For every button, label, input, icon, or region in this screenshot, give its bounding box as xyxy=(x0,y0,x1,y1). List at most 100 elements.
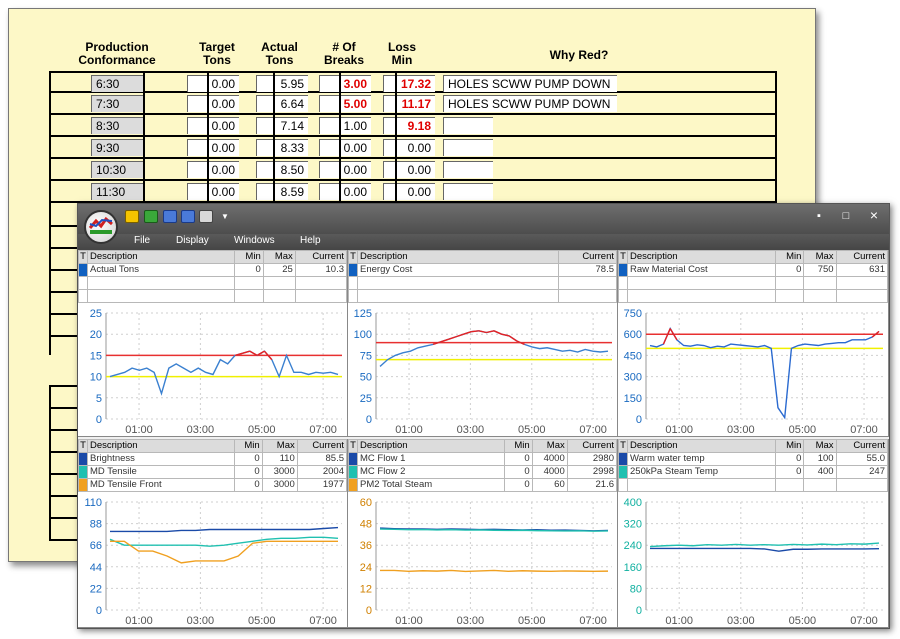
column-header-current[interactable]: Current xyxy=(294,250,348,264)
header-target: Target Tons xyxy=(199,40,235,67)
tag-color-swatch xyxy=(618,276,628,290)
tag-row[interactable] xyxy=(348,276,617,290)
trend-chart[interactable]: 400 320 240 160 80 0 01:00 03:00 05:00 07:00 xyxy=(618,496,888,628)
y-tick-label: 150 xyxy=(624,393,642,405)
trend-chart[interactable]: 60 48 36 24 12 0 01:00 03:00 05:00 07:00 xyxy=(348,496,617,628)
tag-row[interactable] xyxy=(348,289,617,303)
tag-current-cell: 10.3 xyxy=(294,263,348,277)
tag-min-cell xyxy=(774,478,805,492)
open-icon[interactable] xyxy=(125,210,139,223)
tag-row[interactable]: Brightness 0 110 85.5 xyxy=(78,452,348,466)
sheet-column-divider xyxy=(339,71,341,203)
tag-current-cell xyxy=(835,478,889,492)
target-cell: 0.00 xyxy=(187,117,239,134)
column-header-t[interactable]: T xyxy=(348,439,358,453)
tag-row[interactable]: MD Tensile 0 3000 2004 xyxy=(78,465,348,479)
y-tick-label: 0 xyxy=(96,605,102,617)
tag-row[interactable]: MD Tensile Front 0 3000 1977 xyxy=(78,478,348,492)
sheet-row: 7:30 0.00 6.64 5.00 11.17 HOLES SCWW PUMP DOW… xyxy=(49,93,777,115)
column-header-desc[interactable]: Description xyxy=(627,439,776,453)
tag-row[interactable]: 250kPa Steam Temp 0 400 247 xyxy=(618,465,889,479)
x-tick-label: 03:00 xyxy=(187,615,215,627)
tag-row[interactable] xyxy=(618,289,889,303)
sheet-column-divider xyxy=(207,71,209,203)
tag-current-cell: 2004 xyxy=(296,465,348,479)
trend-chart[interactable]: 125 100 75 50 25 0 01:00 03:00 05:00 07:00 xyxy=(348,307,617,437)
menu-display[interactable]: Display xyxy=(176,235,209,246)
column-header-desc[interactable]: Description xyxy=(627,250,776,264)
sheet-grid-line xyxy=(49,473,79,475)
x-tick-label: 03:00 xyxy=(457,424,485,436)
save-icon[interactable] xyxy=(163,210,177,223)
column-header-max[interactable]: Max xyxy=(262,250,296,264)
tag-row[interactable] xyxy=(78,289,348,303)
column-header-desc[interactable]: Description xyxy=(357,250,559,264)
save-as-icon[interactable] xyxy=(181,210,195,223)
breaks-cell: 0.00 xyxy=(319,161,371,178)
x-tick-label: 03:00 xyxy=(457,615,485,627)
column-header-max[interactable]: Max xyxy=(261,439,298,453)
column-header-desc[interactable]: Description xyxy=(86,439,236,453)
trend-chart[interactable]: 110 88 66 44 22 0 01:00 03:00 05:00 07:00 xyxy=(78,496,347,628)
add-icon[interactable] xyxy=(144,210,158,223)
tag-row[interactable] xyxy=(78,276,348,290)
why-red-cell[interactable]: HOLES SCWW PUMP DOWN xyxy=(443,75,617,92)
column-header-current[interactable]: Current xyxy=(835,250,889,264)
tag-row[interactable]: Energy Cost 78.5 xyxy=(348,263,617,277)
column-header-t[interactable]: T xyxy=(78,439,88,453)
trend-chart[interactable]: 25 20 15 10 5 0 01:00 03:00 05:00 07:00 xyxy=(78,307,347,437)
y-tick-label: 25 xyxy=(360,393,372,405)
tag-row[interactable]: PM2 Total Steam 0 60 21.6 xyxy=(348,478,618,492)
tag-min-cell: 0 xyxy=(774,465,805,479)
why-red-cell[interactable] xyxy=(443,139,493,156)
why-red-cell[interactable] xyxy=(443,161,493,178)
why-red-cell[interactable] xyxy=(443,183,493,200)
column-header-max[interactable]: Max xyxy=(803,439,837,453)
why-red-cell[interactable]: HOLES SCWW PUMP DOWN xyxy=(443,95,617,112)
tag-row[interactable]: Raw Material Cost 0 750 631 xyxy=(618,263,889,277)
tag-color-swatch xyxy=(348,452,358,466)
tag-row[interactable] xyxy=(618,478,889,492)
column-header-current[interactable]: Current xyxy=(558,250,617,264)
app-logo-icon[interactable] xyxy=(84,210,118,244)
tag-current-cell xyxy=(294,289,348,303)
tag-table: T Description Current Energy Cost 78.5 xyxy=(348,250,617,303)
close-button[interactable]: × xyxy=(869,207,879,223)
print-icon[interactable] xyxy=(199,210,213,223)
column-header-min[interactable]: Min xyxy=(774,250,805,264)
tag-row[interactable]: Actual Tons 0 25 10.3 xyxy=(78,263,348,277)
column-header-min[interactable]: Min xyxy=(234,439,263,453)
y-tick-label: 25 xyxy=(90,308,102,320)
why-red-cell[interactable] xyxy=(443,117,493,134)
column-header-desc[interactable]: Description xyxy=(86,250,236,264)
column-header-max[interactable]: Max xyxy=(531,439,568,453)
column-header-t[interactable]: T xyxy=(78,250,88,264)
column-header-t[interactable]: T xyxy=(348,250,358,264)
menu-bar: File Display Windows Help xyxy=(78,234,889,250)
minimize-button[interactable]: ▪ xyxy=(817,210,821,222)
tag-max-cell xyxy=(262,289,296,303)
column-header-t[interactable]: T xyxy=(618,250,628,264)
column-header-desc[interactable]: Description xyxy=(356,439,506,453)
column-header-current[interactable]: Current xyxy=(835,439,889,453)
column-header-min[interactable]: Min xyxy=(234,250,264,264)
menu-file[interactable]: File xyxy=(134,235,151,246)
tag-row[interactable]: Warm water temp 0 100 55.0 xyxy=(618,452,889,466)
dropdown-icon[interactable]: ▼ xyxy=(221,212,229,221)
y-tick-label: 160 xyxy=(624,562,642,574)
column-header-current[interactable]: Current xyxy=(296,439,348,453)
menu-windows[interactable]: Windows xyxy=(234,235,275,246)
column-header-min[interactable]: Min xyxy=(774,439,805,453)
column-header-min[interactable]: Min xyxy=(504,439,533,453)
tag-row[interactable]: MC Flow 1 0 4000 2980 xyxy=(348,452,618,466)
column-header-current[interactable]: Current xyxy=(566,439,618,453)
tag-color-swatch xyxy=(618,289,628,303)
maximize-button[interactable]: □ xyxy=(842,210,850,222)
tag-row[interactable] xyxy=(618,276,889,290)
tag-desc-cell: MC Flow 2 xyxy=(356,465,506,479)
trend-chart[interactable]: 750 600 450 300 150 0 01:00 03:00 05:00 07:00 xyxy=(618,307,888,437)
menu-help[interactable]: Help xyxy=(300,235,321,246)
column-header-max[interactable]: Max xyxy=(803,250,837,264)
tag-row[interactable]: MC Flow 2 0 4000 2998 xyxy=(348,465,618,479)
column-header-t[interactable]: T xyxy=(618,439,628,453)
